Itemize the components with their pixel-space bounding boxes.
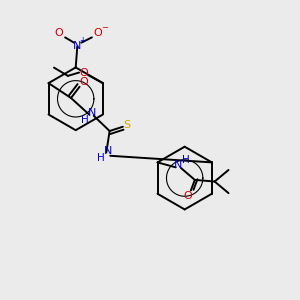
Text: O: O	[55, 28, 64, 38]
Text: N: N	[73, 41, 82, 51]
Text: S: S	[123, 120, 130, 130]
Text: H: H	[182, 155, 190, 165]
Text: O: O	[79, 68, 88, 78]
Text: O: O	[93, 28, 102, 38]
Text: O: O	[79, 77, 88, 87]
Text: O: O	[183, 191, 192, 201]
Text: N: N	[174, 160, 182, 170]
Text: N: N	[104, 146, 112, 156]
Text: −: −	[102, 23, 109, 32]
Text: H: H	[81, 115, 88, 125]
Text: H: H	[97, 153, 105, 163]
Text: +: +	[79, 35, 85, 44]
Text: N: N	[88, 107, 96, 118]
